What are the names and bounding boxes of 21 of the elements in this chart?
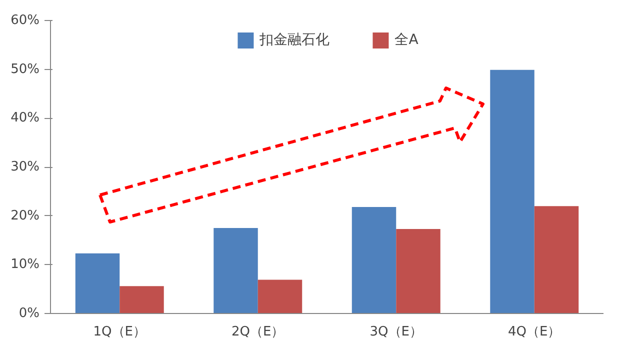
x-tick-label: 1Q（E）	[93, 324, 146, 340]
y-tick-label: 10%	[10, 257, 40, 272]
y-tick-label: 30%	[10, 160, 40, 174]
bar	[396, 229, 440, 314]
bar	[534, 206, 579, 314]
bar	[490, 70, 534, 314]
legend-label: 扣金融石化	[260, 31, 330, 49]
bar	[352, 207, 396, 314]
bar	[120, 286, 164, 314]
y-tick-label: 50%	[10, 62, 40, 77]
y-tick-label: 40%	[10, 110, 40, 126]
x-tick-label: 3Q（E）	[370, 324, 422, 340]
legend-label: 全A	[394, 31, 418, 49]
bar	[75, 253, 120, 314]
x-tick-label: 2Q（E）	[232, 324, 284, 340]
x-tick-label: 4Q（E）	[508, 324, 561, 340]
bar	[258, 280, 302, 314]
bar	[214, 228, 258, 314]
y-tick-label: 20%	[10, 208, 40, 224]
y-tick-label: 0%	[18, 306, 40, 321]
y-tick-label: 60%	[10, 13, 40, 28]
